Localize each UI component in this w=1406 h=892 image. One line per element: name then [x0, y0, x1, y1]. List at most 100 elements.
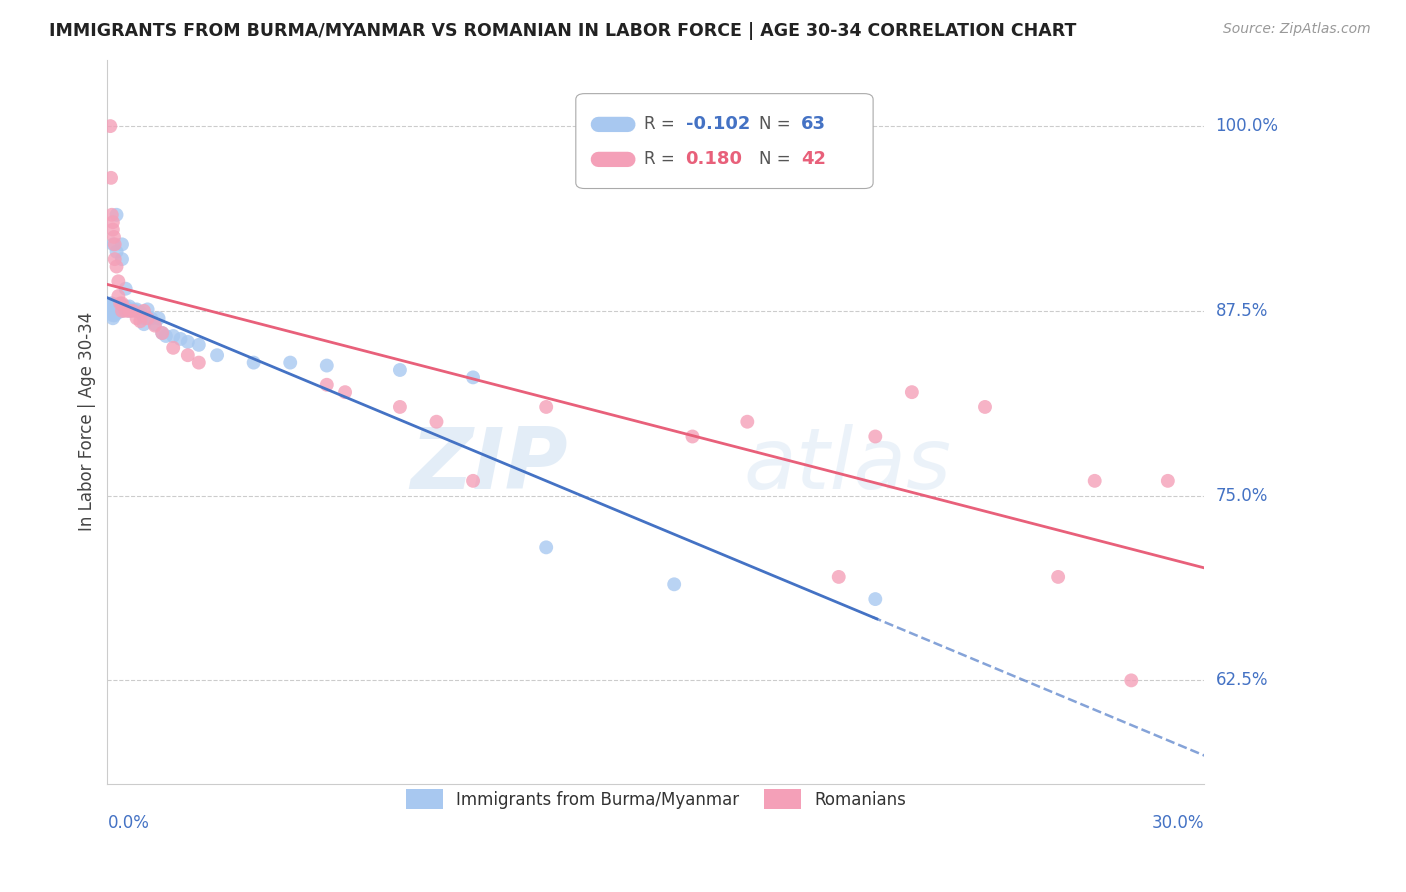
Point [101, 308, 124, 322]
Point [101, 300, 124, 314]
Point [150, 326, 173, 340]
Point [155, 329, 177, 343]
Text: IMMIGRANTS FROM BURMA/MYANMAR VS ROMANIAN IN LABOR FORCE | AGE 30-34 CORRELATION: IMMIGRANTS FROM BURMA/MYANMAR VS ROMANIA… [49, 22, 1077, 40]
Point [425, 415, 447, 429]
Point [333, 385, 356, 400]
Point [682, 429, 704, 443]
Point [104, 305, 127, 319]
Point [125, 311, 148, 326]
Point [129, 305, 152, 319]
Point [461, 474, 484, 488]
Point [136, 311, 159, 326]
Point [100, 170, 122, 185]
Point [111, 304, 134, 318]
Point [107, 274, 129, 288]
Point [974, 400, 997, 414]
Point [111, 296, 134, 310]
Point [103, 305, 125, 319]
Point [100, 304, 122, 318]
Text: 30.0%: 30.0% [1152, 814, 1205, 832]
Point [737, 415, 759, 429]
Point [103, 300, 125, 314]
Point [1157, 474, 1180, 488]
Point [315, 359, 337, 373]
Point [187, 338, 209, 352]
Point [865, 429, 887, 443]
Text: 100.0%: 100.0% [1216, 117, 1278, 135]
Point [100, 296, 122, 310]
Point [111, 237, 134, 252]
Point [114, 304, 136, 318]
Point [103, 237, 125, 252]
Point [461, 370, 484, 384]
Point [828, 570, 851, 584]
Point [125, 304, 148, 318]
Point [108, 302, 131, 317]
Y-axis label: In Labor Force | Age 30-34: In Labor Force | Age 30-34 [79, 312, 96, 532]
Point [111, 304, 134, 318]
Point [104, 302, 127, 317]
Point [100, 304, 122, 318]
Point [105, 244, 128, 259]
Point [534, 400, 557, 414]
Text: -0.102: -0.102 [686, 115, 749, 134]
Point [122, 304, 145, 318]
Point [162, 329, 184, 343]
Point [104, 300, 127, 314]
FancyBboxPatch shape [576, 94, 873, 188]
Point [104, 252, 127, 267]
Point [901, 385, 924, 400]
Text: 0.180: 0.180 [686, 151, 742, 169]
Point [111, 252, 134, 267]
Point [664, 577, 686, 591]
Text: 0.0%: 0.0% [107, 814, 149, 832]
Point [100, 208, 122, 222]
Point [177, 348, 200, 362]
Point [107, 289, 129, 303]
Text: N =: N = [759, 151, 796, 169]
Point [101, 305, 124, 319]
Point [388, 363, 411, 377]
Text: R =: R = [644, 151, 685, 169]
Point [107, 300, 129, 314]
Point [98, 119, 121, 133]
Point [141, 311, 163, 326]
Point [101, 304, 124, 318]
Point [100, 296, 122, 310]
Point [104, 302, 127, 317]
Point [98, 304, 121, 318]
Point [104, 237, 127, 252]
Point [136, 302, 159, 317]
Point [100, 304, 122, 318]
Point [1121, 673, 1143, 688]
Text: N =: N = [759, 115, 796, 134]
Point [177, 334, 200, 349]
Text: 75.0%: 75.0% [1216, 487, 1268, 505]
Point [98, 304, 121, 318]
Point [242, 356, 264, 370]
Point [104, 308, 127, 322]
Text: atlas: atlas [744, 424, 952, 507]
Point [112, 302, 135, 317]
Text: ZIP: ZIP [411, 424, 568, 507]
Text: R =: R = [644, 115, 681, 134]
Point [315, 377, 337, 392]
Point [132, 311, 155, 326]
Point [118, 304, 141, 318]
Text: 63: 63 [800, 115, 825, 134]
Point [118, 304, 141, 318]
Point [101, 215, 124, 229]
Point [169, 332, 191, 346]
Point [205, 348, 228, 362]
Point [388, 400, 411, 414]
Point [122, 302, 145, 317]
Point [1047, 570, 1070, 584]
Point [103, 302, 125, 317]
Point [101, 302, 124, 317]
Text: 42: 42 [800, 151, 825, 169]
Point [101, 311, 124, 326]
Point [101, 222, 124, 236]
Point [865, 592, 887, 607]
Point [114, 282, 136, 296]
Point [148, 311, 170, 326]
